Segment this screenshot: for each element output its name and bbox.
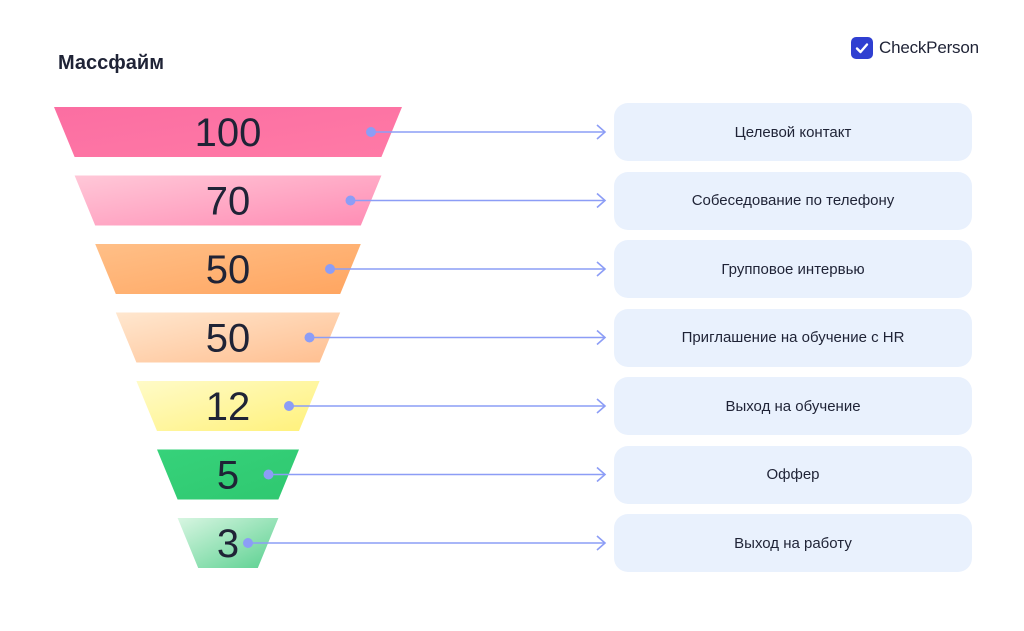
stage-label: Собеседование по телефону [691, 192, 895, 209]
brand-name: CheckPerson [879, 38, 979, 57]
arrow-head-icon [596, 124, 607, 140]
stage-box: Выход на обучение [614, 377, 972, 435]
funnel-stage [115, 312, 341, 363]
stage-value: 70 [206, 180, 251, 224]
funnel-stage [74, 175, 382, 226]
connector-dot [284, 401, 294, 411]
stage-value: 50 [206, 248, 251, 292]
stage-label: Выход на работу [734, 534, 852, 552]
stage-value: 100 [195, 111, 262, 155]
stage-box: Оффер [614, 445, 972, 504]
stage-box: Приглашение на обучение с HR [614, 308, 972, 367]
funnel-stage [136, 381, 320, 431]
connector-dot [366, 127, 376, 137]
connector-dot [325, 264, 335, 274]
stage-box: Целевой контакт [614, 103, 972, 161]
stage-value: 50 [206, 317, 251, 361]
stage-value: 3 [217, 522, 239, 566]
brand-logo: CheckPerson [851, 37, 979, 59]
connector-dot [345, 195, 356, 206]
stage-box: Выход на работу [614, 514, 972, 572]
stage-label: Выход на обучение [725, 397, 861, 415]
stage-label: Оффер [766, 466, 820, 483]
stage-box: Собеседование по телефону [614, 171, 972, 230]
funnel-stage [157, 449, 299, 500]
arrow-head-icon [596, 329, 607, 346]
arrow-head-icon [596, 261, 607, 277]
stage-label: Целевой контакт [734, 123, 852, 141]
stage-value: 12 [206, 385, 251, 429]
stage-label: Приглашение на обучение с HR [681, 329, 905, 346]
connector-dot [263, 469, 274, 480]
stage-label: Групповое интервью [721, 260, 865, 278]
chart-title: Массфайм [58, 52, 164, 74]
stage-value: 5 [217, 454, 239, 498]
arrow-head-icon [596, 398, 607, 414]
arrow-head-icon [596, 466, 607, 483]
funnel-stage [54, 107, 402, 157]
arrow-head-icon [596, 192, 607, 209]
funnel-stage [95, 244, 361, 294]
connector-dot [243, 538, 253, 548]
stage-box: Групповое интервью [614, 240, 972, 298]
funnel-stage [177, 518, 279, 568]
connector-dot [304, 332, 315, 343]
arrow-head-icon [596, 535, 607, 551]
check-icon [851, 37, 873, 59]
